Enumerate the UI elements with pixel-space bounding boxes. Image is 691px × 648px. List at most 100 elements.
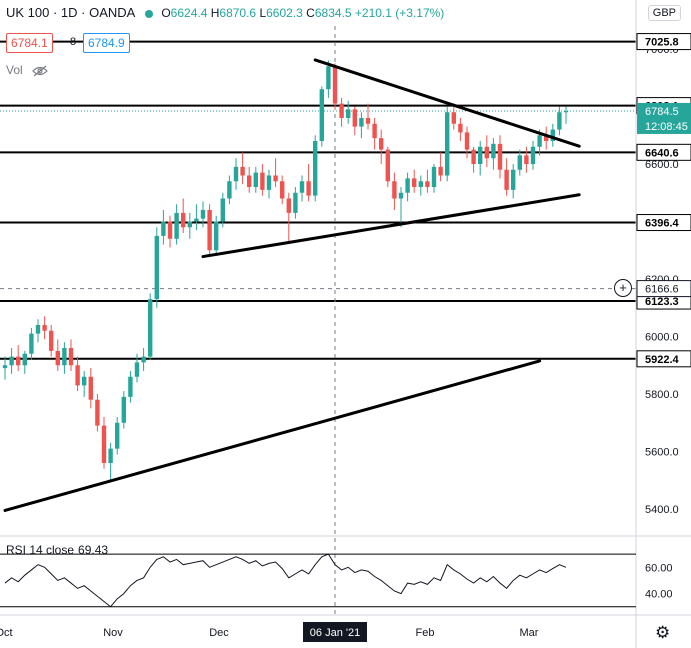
crosshair-price-label: 6166.6	[645, 284, 679, 296]
chart-header: UK 100 · 1D · OANDA O6624.4 H6870.6 L6602…	[6, 5, 444, 20]
y-tick-label: 6600.0	[645, 159, 679, 171]
candle-body	[471, 149, 476, 164]
y-tick-label: 5600.0	[645, 447, 679, 459]
volume-legend[interactable]: Vol	[6, 63, 48, 77]
last-price-tag	[637, 102, 691, 134]
candle-body	[530, 146, 536, 164]
y-tick-label: 5800.0	[645, 389, 679, 401]
candle-body	[75, 365, 80, 386]
candle-body	[418, 181, 423, 187]
candle-body	[68, 348, 74, 366]
level-label: 5922.4	[645, 354, 680, 366]
candle-body	[108, 448, 113, 463]
candle-body	[148, 299, 153, 357]
low-value: 6602.3	[266, 6, 303, 20]
candle-body	[194, 218, 199, 222]
candle-body	[405, 178, 410, 193]
symbol-title[interactable]: UK 100 · 1D · OANDA	[6, 5, 136, 20]
candle-body	[504, 169, 509, 190]
candle-body	[62, 348, 67, 366]
candle-body	[227, 181, 232, 199]
trendline	[3, 359, 542, 512]
rsi-value: 69.43	[78, 543, 109, 557]
x-tick-label: Dec	[209, 627, 229, 639]
candle-body	[346, 109, 351, 118]
candle-body	[306, 181, 311, 196]
level-tag	[636, 143, 691, 161]
horizontal-levels	[0, 40, 636, 360]
candle-body	[365, 118, 371, 124]
candle-body	[16, 356, 21, 366]
countdown-label: 12:08:45	[645, 121, 688, 133]
rsi-tick-label: 60.00	[645, 562, 673, 574]
candle-body	[55, 350, 60, 366]
rsi-legend[interactable]: RSI 14 close 69.43	[6, 543, 108, 557]
level-tag	[636, 33, 691, 51]
candle-body	[445, 112, 450, 176]
candle-body	[247, 175, 252, 187]
candle-body	[451, 112, 456, 124]
candle-body	[412, 178, 417, 187]
candle-body	[372, 123, 377, 139]
sell-price-button[interactable]: 6784.1	[6, 33, 53, 53]
candle-body	[332, 66, 338, 104]
crosshair-price-tag	[636, 280, 691, 298]
high-value: 6870.6	[219, 6, 257, 20]
candle-body	[392, 181, 397, 199]
candle-body	[431, 166, 437, 187]
trendline	[313, 58, 581, 148]
candle-body	[207, 210, 212, 251]
trendline	[201, 193, 581, 259]
candle-body	[82, 376, 87, 386]
change-value: +210.1 (+3.17%)	[354, 6, 445, 20]
candle-body	[174, 212, 179, 239]
level-label: 6396.4	[645, 218, 680, 230]
crosshair-date-label: 06 Jan '21	[310, 627, 360, 639]
candle-body	[524, 155, 529, 164]
eye-off-icon[interactable]	[32, 65, 48, 77]
candle-body	[141, 356, 146, 363]
candle-body	[511, 169, 516, 190]
add-alert-icon[interactable]: +	[614, 279, 632, 297]
candle-body	[134, 362, 140, 377]
x-tick-label: Nov	[103, 627, 123, 639]
candle-body	[2, 365, 8, 369]
volume-label: Vol	[6, 63, 23, 77]
candle-body	[517, 155, 522, 170]
candle-body	[398, 192, 404, 199]
candle-body	[161, 221, 166, 236]
candle-body	[128, 376, 133, 397]
candle-body	[478, 146, 483, 164]
trendlines	[3, 58, 581, 512]
x-tick-label: Mar	[520, 627, 539, 639]
open-value: 6624.4	[170, 6, 208, 20]
candle-body	[550, 129, 555, 141]
candle-body	[167, 221, 173, 239]
candle-body	[273, 175, 278, 182]
candle-body	[35, 325, 41, 334]
candle-body	[115, 422, 120, 449]
level-label: 7025.8	[645, 37, 679, 49]
currency-badge[interactable]: GBP	[647, 5, 681, 21]
candle-body	[220, 198, 225, 222]
candle-body	[49, 330, 54, 351]
candle-body	[121, 396, 126, 423]
candle-body	[214, 221, 219, 251]
market-status-icon	[145, 9, 154, 18]
spread-value: 8	[70, 36, 77, 48]
crosshair	[0, 26, 636, 615]
buy-price-button[interactable]: 6784.9	[83, 33, 130, 53]
candle-body	[497, 143, 503, 170]
candle-body	[537, 135, 542, 147]
candle-body	[458, 123, 463, 133]
candle-body	[240, 166, 245, 176]
candle-body	[95, 399, 100, 426]
candle-body	[464, 132, 470, 150]
candle-body	[253, 172, 258, 187]
candle-body	[563, 111, 569, 113]
candle-body	[299, 181, 305, 193]
gear-icon[interactable]: ⚙	[655, 623, 671, 642]
rsi-tick-label: 40.00	[645, 589, 673, 601]
